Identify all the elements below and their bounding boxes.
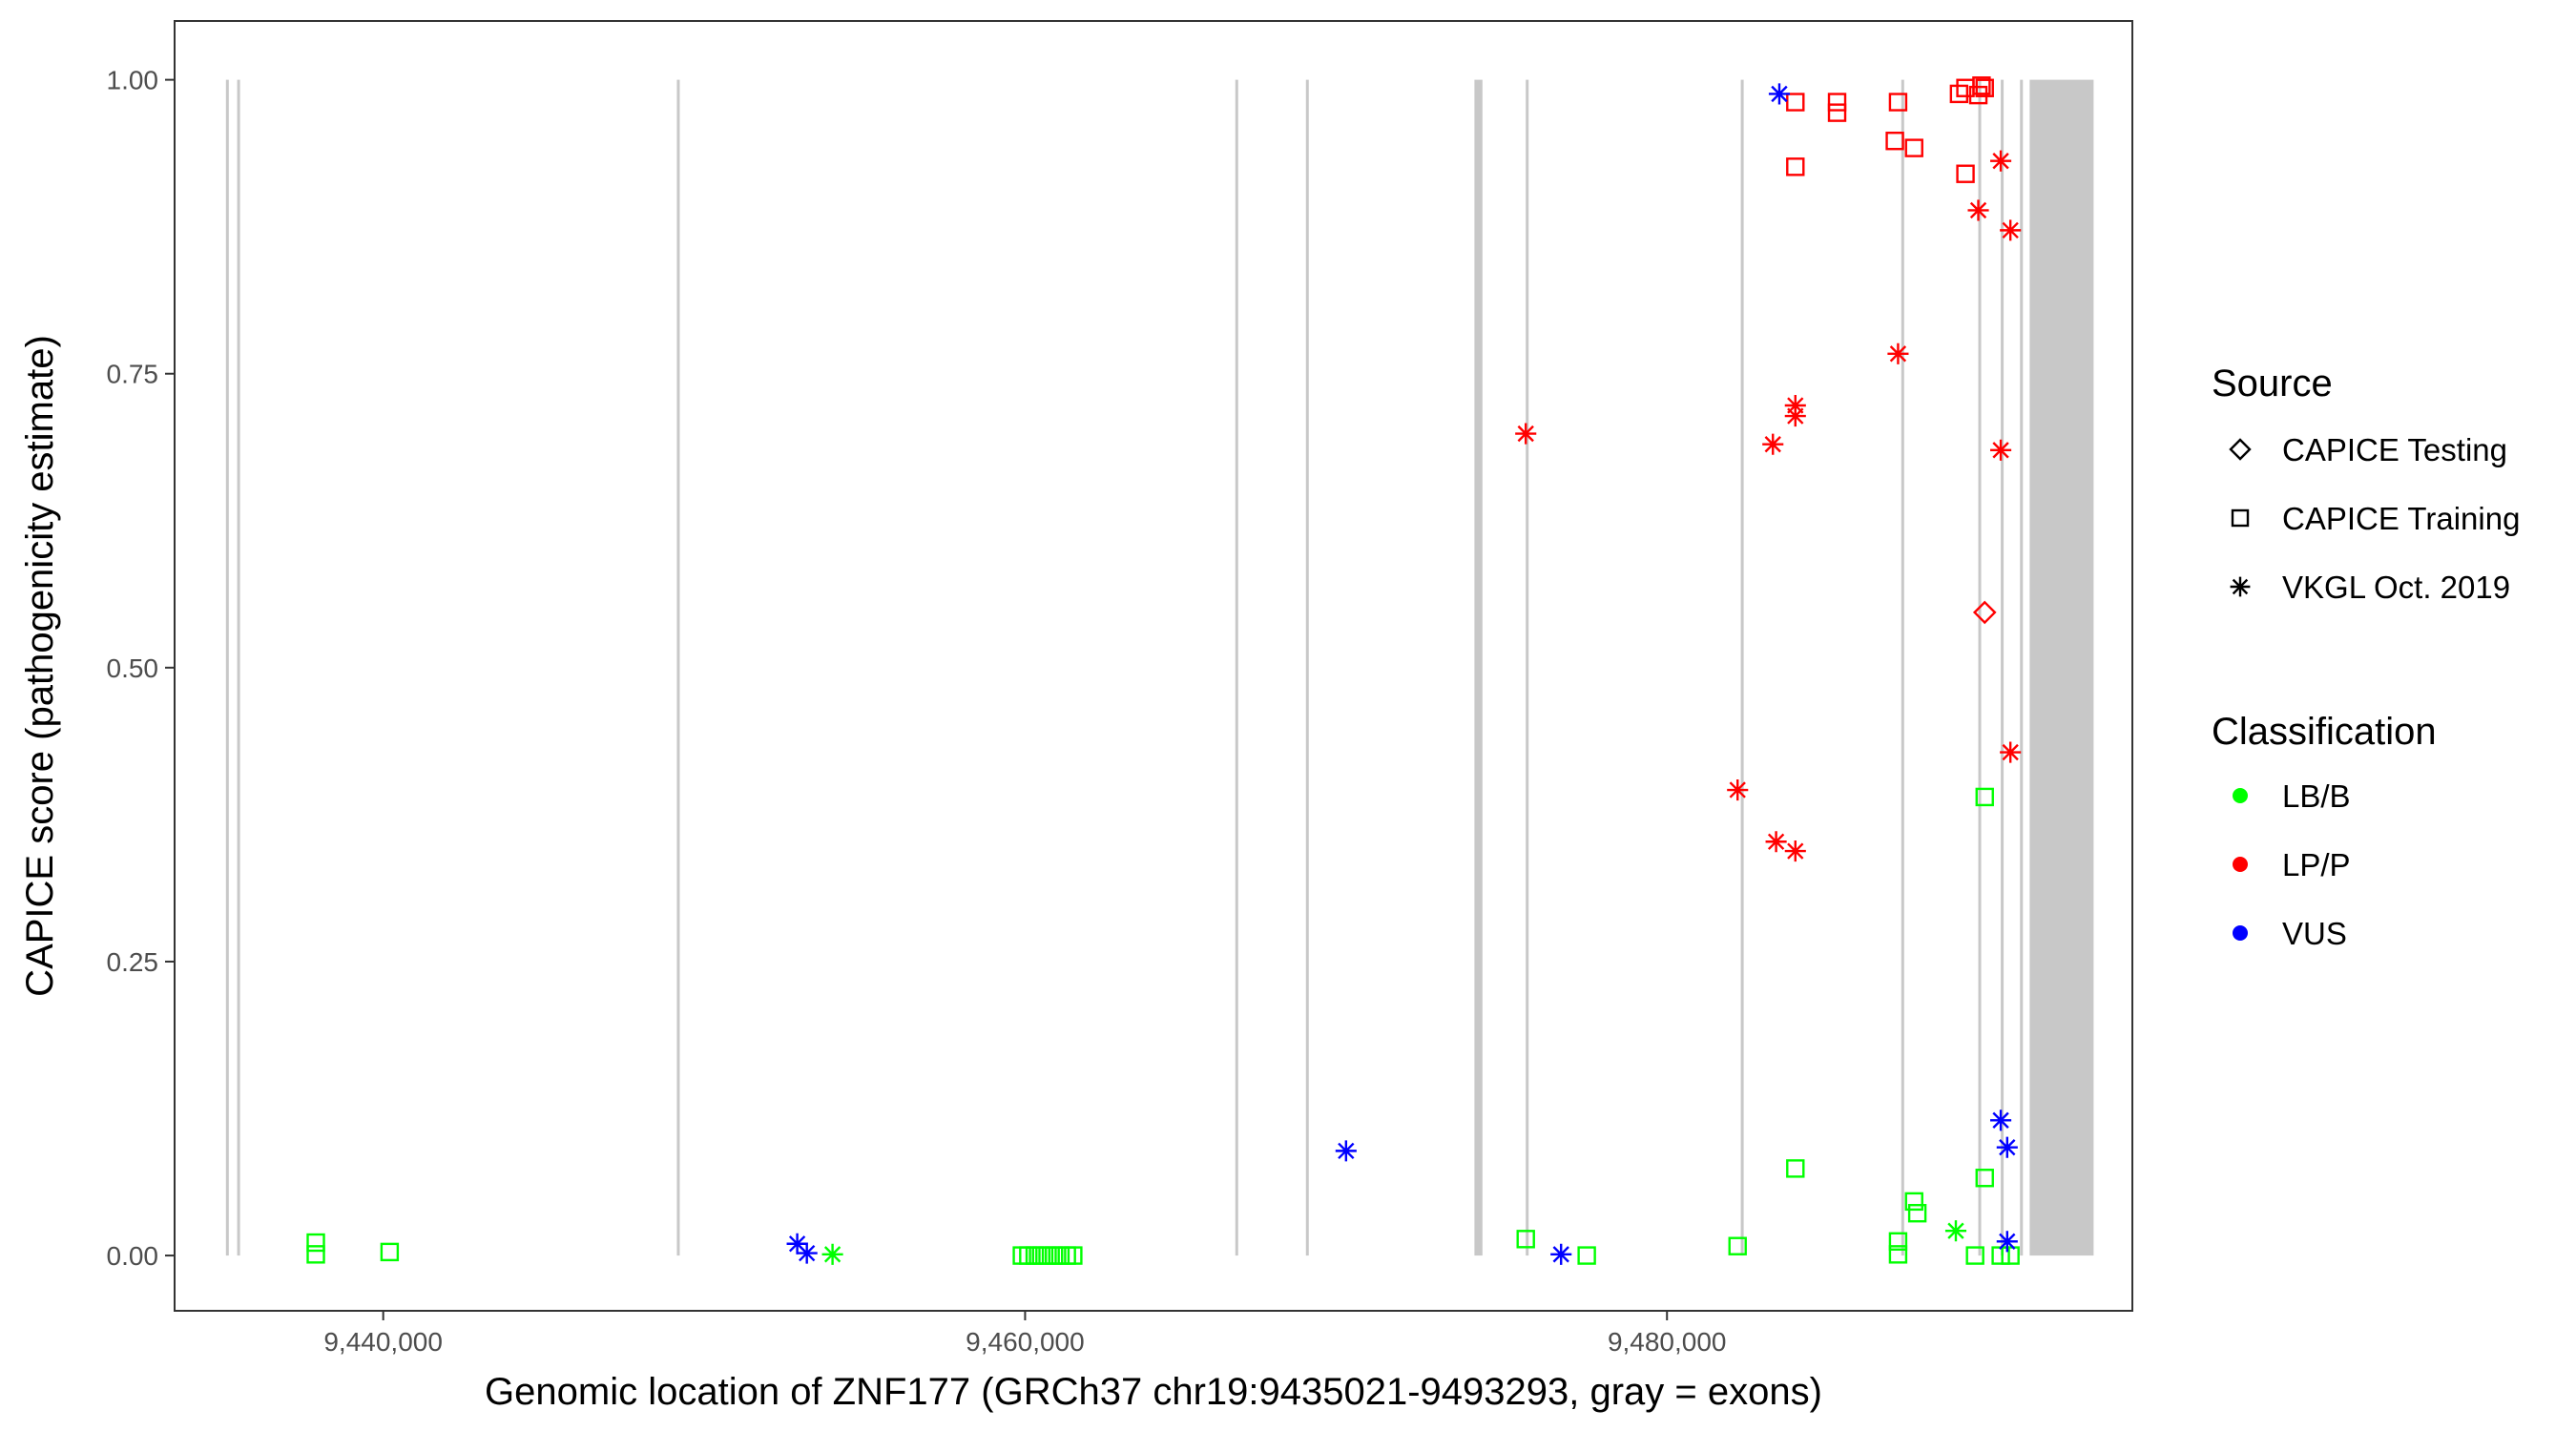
data-point	[1972, 600, 1997, 625]
data-point	[1827, 93, 1847, 112]
data-point	[2001, 1246, 2020, 1265]
data-point	[1727, 778, 1749, 801]
data-point	[1765, 831, 1787, 853]
legend-source-label: CAPICE Testing	[2282, 432, 2507, 467]
data-point	[1516, 1230, 1535, 1249]
data-point	[380, 1242, 400, 1262]
data-point	[1972, 76, 1991, 95]
x-axis: 9,440,000 9,460,000 9,480,000	[323, 1311, 1727, 1357]
y-tick-label: 0.00	[107, 1241, 159, 1271]
legend-classification-key	[2233, 788, 2248, 803]
plot-panel-border	[174, 20, 2133, 1312]
data-point	[1786, 93, 1805, 112]
data-point	[1728, 1236, 1747, 1255]
data-point	[1784, 394, 1806, 417]
y-tick-label: 0.25	[107, 947, 159, 977]
data-point	[786, 1233, 808, 1255]
data-point	[1956, 164, 1975, 183]
data-point	[1944, 1220, 1967, 1242]
exon-band	[2029, 79, 2094, 1256]
legend-source-title: Source	[2212, 363, 2333, 404]
legend-source-label: CAPICE Training	[2282, 501, 2520, 536]
legend-classification-title: Classification	[2212, 711, 2437, 753]
data-point	[1784, 840, 1806, 862]
legend-classification-key	[2233, 857, 2248, 872]
exon-band	[225, 79, 229, 1256]
data-point	[1784, 405, 1806, 427]
exon-band	[1305, 79, 1309, 1256]
data-point	[1975, 78, 1994, 97]
data-point	[1904, 1192, 1923, 1212]
y-tick-label: 1.00	[107, 66, 159, 95]
y-tick-label: 0.50	[107, 653, 159, 683]
data-point	[821, 1243, 843, 1265]
data-point	[1990, 150, 2012, 172]
y-axis-title: CAPICE score (pathogenicity estimate)	[19, 335, 61, 997]
data-point	[1975, 1169, 1994, 1188]
legend-classification-key	[2233, 925, 2248, 941]
data-point	[1996, 1136, 2018, 1158]
data-point	[1949, 84, 1969, 104]
data-point	[1975, 787, 1994, 807]
exon-band	[1978, 79, 1982, 1256]
data-point	[1786, 1159, 1805, 1178]
legend-classification-label: LP/P	[2282, 847, 2351, 882]
data-point	[1888, 93, 1908, 112]
exon-bands	[225, 79, 2094, 1256]
data-point	[2000, 741, 2022, 763]
x-tick-label: 9,480,000	[1608, 1327, 1727, 1357]
data-point	[1786, 157, 1805, 176]
data-point	[1887, 342, 1909, 364]
data-point	[1965, 1246, 1984, 1265]
exon-band	[1901, 79, 1904, 1256]
data-point	[1904, 138, 1923, 157]
legend-source: Source CAPICE Testing CAPICE Training VKGL…	[2212, 363, 2520, 605]
x-tick-label: 9,440,000	[323, 1327, 443, 1357]
data-point	[1990, 439, 2012, 461]
x-axis-title: Genomic location of ZNF177 (GRCh37 chr19…	[485, 1371, 1822, 1413]
exon-band	[1526, 79, 1529, 1256]
exon-band	[237, 79, 240, 1256]
data-point	[1888, 1245, 1908, 1264]
data-point	[1768, 83, 1791, 105]
legend-classification-label: LB/B	[2282, 778, 2351, 814]
exon-band	[1235, 79, 1238, 1256]
data-point	[1990, 1110, 2012, 1131]
data-point	[1996, 1231, 2018, 1253]
y-axis: 0.00 0.25 0.50 0.75 1.00	[107, 66, 175, 1271]
exon-band	[1740, 79, 1744, 1256]
data-point	[1967, 199, 1989, 221]
data-point	[1888, 1232, 1908, 1251]
legend-source-label: VKGL Oct. 2019	[2282, 570, 2510, 605]
data-point	[2000, 219, 2022, 241]
legend-classification: Classification LB/B LP/P VUS	[2212, 711, 2437, 951]
data-point	[1762, 433, 1784, 455]
exon-band	[1474, 79, 1483, 1256]
legend-source-key	[2231, 508, 2250, 528]
legend-source-key	[2229, 438, 2252, 461]
data-point	[1885, 132, 1904, 151]
data-point	[1827, 103, 1847, 122]
data-point	[1577, 1246, 1596, 1265]
data-point	[1907, 1204, 1927, 1223]
exon-band	[2001, 79, 2005, 1256]
data-point	[796, 1242, 818, 1264]
legend-classification-label: VUS	[2282, 916, 2347, 951]
exon-band	[676, 79, 680, 1256]
y-tick-label: 0.75	[107, 360, 159, 389]
data-point	[1064, 1246, 1083, 1265]
data-point	[1335, 1140, 1357, 1162]
x-tick-label: 9,460,000	[966, 1327, 1085, 1357]
data-point	[306, 1245, 325, 1264]
data-point	[306, 1233, 325, 1253]
data-point	[1550, 1243, 1572, 1265]
data-points	[306, 76, 2022, 1265]
data-point	[1515, 423, 1537, 445]
legend-source-key	[2230, 576, 2251, 597]
exon-band	[2020, 79, 2024, 1256]
